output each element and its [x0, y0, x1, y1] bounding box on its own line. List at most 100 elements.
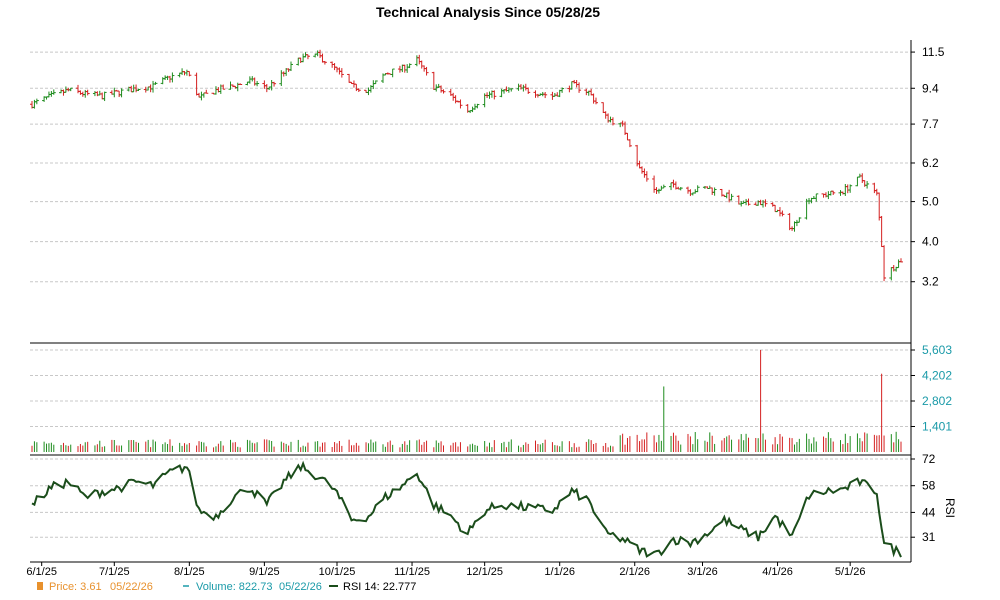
- price-bar: [112, 87, 117, 98]
- x-tick-label: 4/1/26: [762, 566, 793, 578]
- price-bar: [318, 49, 323, 58]
- price-bar: [59, 89, 64, 94]
- legend-volume-date: 05/22/26: [279, 581, 322, 593]
- price-bar: [671, 179, 676, 188]
- x-tick-label: 11/1/25: [394, 566, 430, 578]
- price-bar: [117, 90, 122, 98]
- price-bar: [390, 68, 395, 78]
- price-bar: [736, 195, 741, 205]
- x-tick-labels: 6/1/25 7/1/25 8/1/25 9/1/25 10/1/25 11/1/25 12…: [26, 562, 865, 578]
- price-bar: [492, 90, 497, 100]
- x-tick-label: 2/1/26: [619, 566, 650, 578]
- price-bar: [874, 188, 879, 196]
- price-bar: [436, 83, 441, 88]
- price-bar: [526, 87, 531, 94]
- x-tick-label: 1/1/26: [544, 566, 575, 578]
- price-bar: [165, 75, 170, 80]
- price-bar: [521, 84, 526, 92]
- price-bar: [439, 85, 444, 93]
- price-bar: [756, 200, 761, 206]
- price-bar: [860, 173, 865, 184]
- price-bar: [574, 80, 579, 88]
- price-bar: [516, 83, 521, 91]
- price-bar: [289, 61, 294, 72]
- volume-tick-label: 1,401: [922, 419, 952, 433]
- rsi-line: [31, 460, 902, 558]
- price-bar: [560, 87, 565, 93]
- price-bar: [499, 88, 504, 98]
- price-tick-label: 11.5: [922, 45, 945, 59]
- price-bar: [879, 215, 884, 248]
- price-bar: [862, 180, 867, 187]
- chart-title: Technical Analysis Since 05/28/25: [376, 4, 600, 20]
- price-bar: [339, 68, 344, 78]
- price-bar: [354, 83, 359, 92]
- price-bar: [656, 188, 661, 194]
- price-bars: [30, 49, 903, 282]
- price-bar: [97, 90, 102, 96]
- price-bar: [194, 72, 199, 96]
- price-bar: [356, 88, 361, 93]
- price-bar: [889, 267, 894, 281]
- price-bar: [727, 189, 732, 203]
- price-bar: [787, 213, 792, 231]
- price-bar: [153, 81, 158, 85]
- price-bar: [102, 91, 107, 102]
- price-bar: [92, 91, 97, 97]
- price-bar: [451, 92, 456, 101]
- price-bar: [305, 54, 310, 60]
- price-bar: [639, 166, 644, 174]
- price-bar: [332, 63, 337, 71]
- price-bar: [129, 85, 134, 93]
- price-bar: [533, 90, 538, 98]
- price-bar: [843, 184, 848, 196]
- price-bar: [255, 80, 260, 87]
- grid-lines: [30, 51, 915, 538]
- price-bar: [296, 57, 301, 66]
- price-bar: [424, 66, 429, 76]
- x-tick-label: 3/1/26: [687, 566, 718, 578]
- price-bar: [678, 186, 683, 191]
- legend-volume-label: Volume: 822.73: [196, 581, 272, 593]
- price-bar: [543, 92, 548, 99]
- price-bar: [75, 84, 80, 94]
- price-bar: [644, 171, 649, 182]
- price-bar: [872, 182, 877, 194]
- price-bar: [151, 80, 156, 93]
- price-bar: [831, 190, 836, 195]
- price-bar: [453, 95, 458, 104]
- price-bar: [577, 82, 582, 93]
- volume-tick-label: 4,202: [922, 369, 952, 383]
- price-bar: [51, 89, 56, 95]
- price-bar: [712, 187, 717, 196]
- price-bar: [652, 175, 657, 193]
- price-bar: [441, 89, 446, 94]
- price-bar: [509, 88, 514, 92]
- price-bar: [773, 204, 778, 213]
- x-tick-label: 8/1/25: [174, 566, 205, 578]
- price-bar: [523, 83, 528, 91]
- rsi-tick-label: 72: [922, 452, 936, 466]
- price-bar: [397, 65, 402, 73]
- rsi-axis-label: RSI: [943, 498, 957, 518]
- price-bar: [688, 189, 693, 197]
- price-bar: [475, 103, 480, 109]
- price-bar: [594, 97, 599, 105]
- x-tick-label: 12/1/25: [466, 566, 503, 578]
- price-bar: [119, 88, 124, 98]
- price-bar: [610, 117, 615, 126]
- price-bar: [882, 245, 887, 282]
- price-bar: [269, 80, 274, 91]
- price-bar: [402, 64, 407, 73]
- price-bar: [685, 186, 690, 194]
- price-bar: [877, 192, 882, 221]
- price-bar: [746, 198, 751, 206]
- price-bar: [405, 64, 410, 73]
- price-tick-label: 5.0: [922, 195, 939, 209]
- price-bar: [252, 77, 257, 86]
- price-bar: [417, 54, 422, 65]
- price-bar: [322, 60, 327, 65]
- price-bar: [320, 53, 325, 63]
- price-tick-label: 7.7: [922, 117, 939, 131]
- price-bar: [213, 86, 218, 95]
